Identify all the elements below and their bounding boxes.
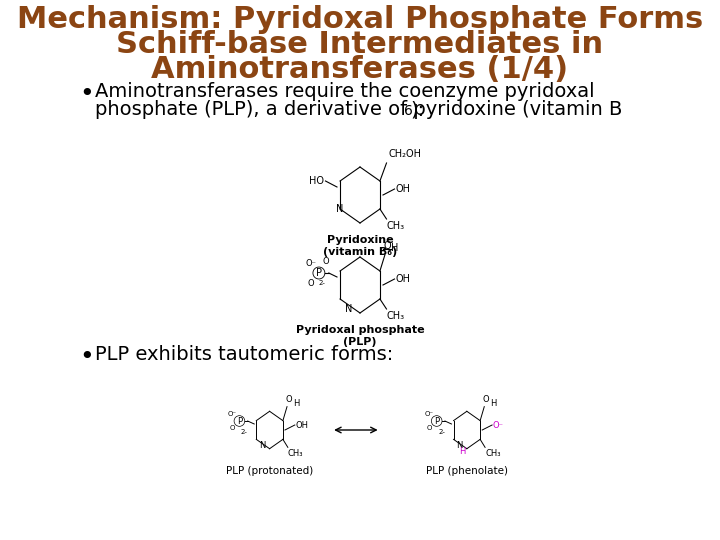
- Text: PLP exhibits tautomeric forms:: PLP exhibits tautomeric forms:: [95, 345, 394, 364]
- Text: O: O: [285, 395, 292, 404]
- Text: •: •: [79, 82, 94, 106]
- Text: Mechanism: Pyridoxal Phosphate Forms: Mechanism: Pyridoxal Phosphate Forms: [17, 5, 703, 34]
- Text: HO: HO: [309, 176, 324, 186]
- Text: O: O: [383, 241, 391, 251]
- Text: O⁻: O⁻: [425, 411, 434, 417]
- Text: O: O: [426, 425, 432, 431]
- Text: O⁻: O⁻: [305, 259, 316, 267]
- Text: P: P: [434, 416, 439, 426]
- Text: O: O: [230, 425, 235, 431]
- Text: N: N: [336, 204, 343, 214]
- Text: OH: OH: [395, 184, 410, 194]
- Text: O: O: [482, 395, 490, 404]
- Text: 6: 6: [403, 104, 413, 118]
- Text: H: H: [293, 399, 299, 408]
- Text: CH₃: CH₃: [288, 449, 303, 458]
- Text: phosphate (PLP), a derivative of pyridoxine (vitamin B: phosphate (PLP), a derivative of pyridox…: [95, 100, 623, 119]
- Text: ):: ):: [410, 100, 424, 119]
- Text: Pyridoxal phosphate
(PLP): Pyridoxal phosphate (PLP): [296, 325, 424, 347]
- Text: •: •: [79, 345, 94, 369]
- Text: N: N: [456, 441, 462, 450]
- Text: OH: OH: [296, 421, 309, 429]
- Text: CH₂OH: CH₂OH: [388, 149, 421, 159]
- Text: N: N: [258, 441, 265, 450]
- Text: CH₃: CH₃: [387, 311, 405, 321]
- Text: H: H: [490, 399, 496, 408]
- Text: 2-: 2-: [241, 429, 248, 435]
- Text: H: H: [459, 447, 465, 456]
- Text: OH: OH: [395, 274, 410, 284]
- Text: PLP (phenolate): PLP (phenolate): [426, 466, 508, 476]
- Text: CH₃: CH₃: [485, 449, 500, 458]
- Text: PLP (protonated): PLP (protonated): [226, 466, 313, 476]
- Text: 2-: 2-: [319, 280, 325, 286]
- Text: Pyridoxine
(vitamin B₆): Pyridoxine (vitamin B₆): [323, 235, 397, 256]
- Text: Aminotransferases (1/4): Aminotransferases (1/4): [151, 55, 569, 84]
- Text: Schiff-base Intermediates in: Schiff-base Intermediates in: [117, 30, 603, 59]
- Text: H: H: [392, 243, 399, 253]
- Text: Aminotransferases require the coenzyme pyridoxal: Aminotransferases require the coenzyme p…: [95, 82, 595, 101]
- Text: O⁻: O⁻: [228, 411, 237, 417]
- Text: P: P: [237, 416, 242, 426]
- Text: 2-: 2-: [438, 429, 445, 435]
- Text: CH₃: CH₃: [387, 221, 405, 231]
- Text: O: O: [307, 279, 314, 287]
- Text: O: O: [322, 256, 329, 266]
- Text: O⁻: O⁻: [493, 421, 504, 429]
- Text: N: N: [345, 304, 352, 314]
- Text: P: P: [316, 268, 322, 278]
